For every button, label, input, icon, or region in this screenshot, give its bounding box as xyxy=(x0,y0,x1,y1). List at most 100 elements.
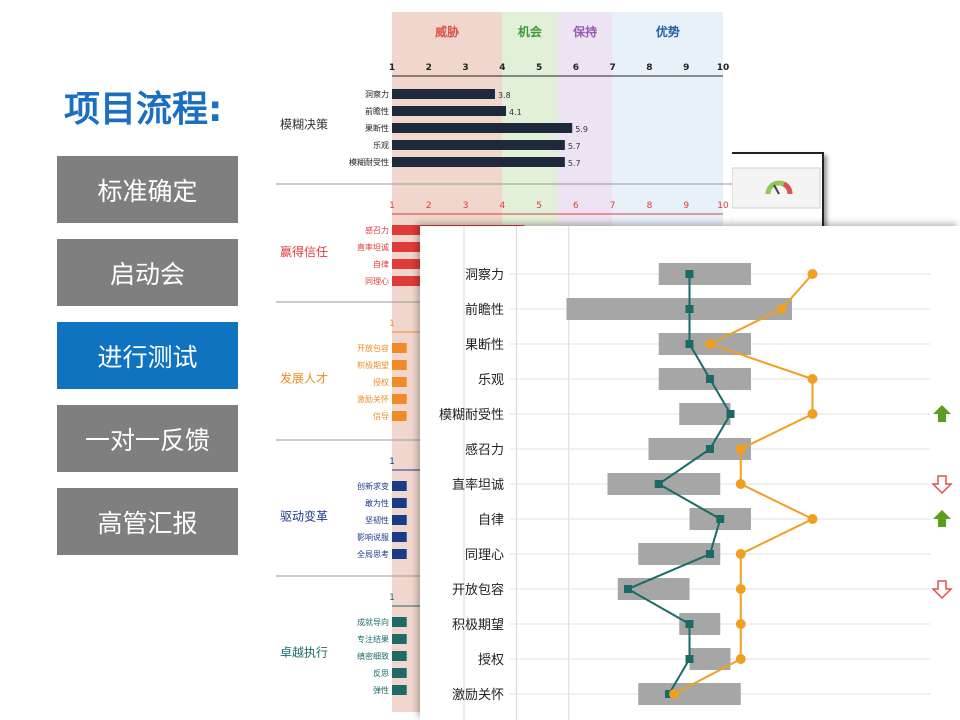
competency-profile-chart: 洞察力 前瞻性 果断性 乐观 模糊耐受性 感召力 直率坦诚 自律 同理心 开放包容 积极期望 授权 激励… xyxy=(420,226,960,720)
category-label: 自律 xyxy=(478,513,504,528)
section-title-0: 模糊决策 xyxy=(280,117,328,132)
series-point-1 xyxy=(735,654,746,664)
scale-tick-1-3: 4 xyxy=(499,201,505,211)
report-item-label: 积极期望 xyxy=(357,360,389,370)
series-point-0 xyxy=(685,305,694,313)
category-label: 乐观 xyxy=(478,373,504,388)
section-title-2: 发展人才 xyxy=(280,371,328,386)
down-arrow-outline-icon xyxy=(931,580,953,600)
range-bar xyxy=(607,473,721,495)
report-bar xyxy=(392,89,495,99)
step-feedback[interactable]: 一对一反馈 xyxy=(57,405,238,472)
series-point-1 xyxy=(807,269,818,279)
report-bar xyxy=(392,343,407,353)
report-value: 5.9 xyxy=(575,125,588,134)
scale-tick-0-0: 1 xyxy=(389,63,395,73)
report-bar xyxy=(392,157,565,167)
report-item-label: 乐观 xyxy=(373,140,389,150)
series-point-1 xyxy=(669,689,680,699)
report-item-label: 自律 xyxy=(373,259,389,269)
series-point-0 xyxy=(706,375,714,383)
range-bar xyxy=(648,438,751,460)
report-item-label: 信导 xyxy=(373,411,389,421)
step-executive-report[interactable]: 高管汇报 xyxy=(57,488,238,555)
report-item-label: 弹性 xyxy=(373,685,389,695)
report-item-label: 敢为性 xyxy=(365,498,389,508)
series-point-1 xyxy=(735,619,746,629)
scale-tick-1-9: 10 xyxy=(717,201,729,211)
scale-tick-1-7: 8 xyxy=(647,201,653,211)
report-bar xyxy=(392,411,407,421)
scale-tick-1-2: 3 xyxy=(463,201,469,211)
category-label: 洞察力 xyxy=(465,268,504,283)
band-label-0: 威胁 xyxy=(435,24,459,39)
section-title-4: 卓越执行 xyxy=(280,646,328,660)
report-item-label: 反思 xyxy=(373,668,389,678)
scale-tick-2-0: 1 xyxy=(389,319,395,329)
series-point-1 xyxy=(807,514,818,524)
category-label: 授权 xyxy=(478,652,504,668)
step-kickoff[interactable]: 启动会 xyxy=(57,239,238,306)
report-item-label: 专注结果 xyxy=(357,634,389,644)
report-item-label: 开放包容 xyxy=(357,343,389,353)
scale-tick-1-0: 1 xyxy=(389,201,395,211)
series-point-0 xyxy=(685,620,694,628)
scale-tick-0-6: 7 xyxy=(610,63,616,73)
step-testing[interactable]: 进行测试 xyxy=(57,322,238,389)
scale-tick-1-6: 7 xyxy=(610,201,616,211)
range-bar xyxy=(638,683,741,705)
scale-tick-1-1: 2 xyxy=(426,201,432,211)
report-bar xyxy=(392,123,573,133)
report-item-label: 果断性 xyxy=(365,123,389,133)
category-label: 同理心 xyxy=(465,548,504,563)
band-label-3: 优势 xyxy=(656,24,680,39)
section-title-1: 赢得信任 xyxy=(280,244,328,259)
report-value: 4.1 xyxy=(509,108,522,117)
report-bar xyxy=(392,106,507,116)
step-standard[interactable]: 标准确定 xyxy=(57,156,238,223)
range-bar xyxy=(566,298,792,320)
range-bar xyxy=(679,613,721,635)
category-label: 感召力 xyxy=(465,442,504,458)
report-bar xyxy=(392,532,407,542)
gauge-widget xyxy=(732,152,824,234)
report-bar xyxy=(392,498,407,508)
scale-tick-0-7: 8 xyxy=(646,63,652,73)
up-arrow-filled-icon xyxy=(933,510,951,527)
scale-tick-0-5: 6 xyxy=(573,63,579,73)
series-point-0 xyxy=(624,585,632,593)
band-label-2: 保持 xyxy=(572,24,597,39)
scale-tick-0-8: 9 xyxy=(683,63,689,73)
report-bar xyxy=(392,685,407,695)
category-label: 直率坦诚 xyxy=(452,477,504,493)
report-bar xyxy=(392,668,407,678)
series-point-1 xyxy=(735,584,746,594)
series-point-0 xyxy=(726,410,735,418)
report-item-label: 感召力 xyxy=(365,225,389,235)
scale-tick-1-4: 5 xyxy=(536,201,542,211)
scale-tick-3-0: 1 xyxy=(389,457,395,467)
report-item-label: 缜密细致 xyxy=(357,651,389,661)
scale-tick-1-8: 9 xyxy=(683,201,689,211)
report-item-label: 创新求变 xyxy=(357,481,389,491)
report-bar xyxy=(392,617,407,627)
scale-tick-0-3: 4 xyxy=(499,63,505,73)
category-label: 模糊耐受性 xyxy=(439,407,504,423)
report-value: 5.7 xyxy=(568,142,581,151)
gauge-svg xyxy=(732,167,821,209)
report-bar xyxy=(392,394,407,404)
gauge-icon xyxy=(765,180,793,195)
report-item-label: 成就导向 xyxy=(357,617,389,627)
report-bar xyxy=(392,140,565,150)
section-title-3: 驱动变革 xyxy=(280,509,328,524)
report-bar xyxy=(392,377,407,387)
report-item-label: 洞察力 xyxy=(365,89,389,99)
report-bar xyxy=(392,634,407,644)
report-item-label: 影响说服 xyxy=(357,532,389,542)
band-label-1: 机会 xyxy=(518,24,543,39)
category-label: 开放包容 xyxy=(452,582,504,598)
report-bar xyxy=(392,515,407,525)
series-point-1 xyxy=(735,479,746,489)
range-bar xyxy=(679,403,731,425)
scale-tick-1-5: 6 xyxy=(573,201,579,211)
